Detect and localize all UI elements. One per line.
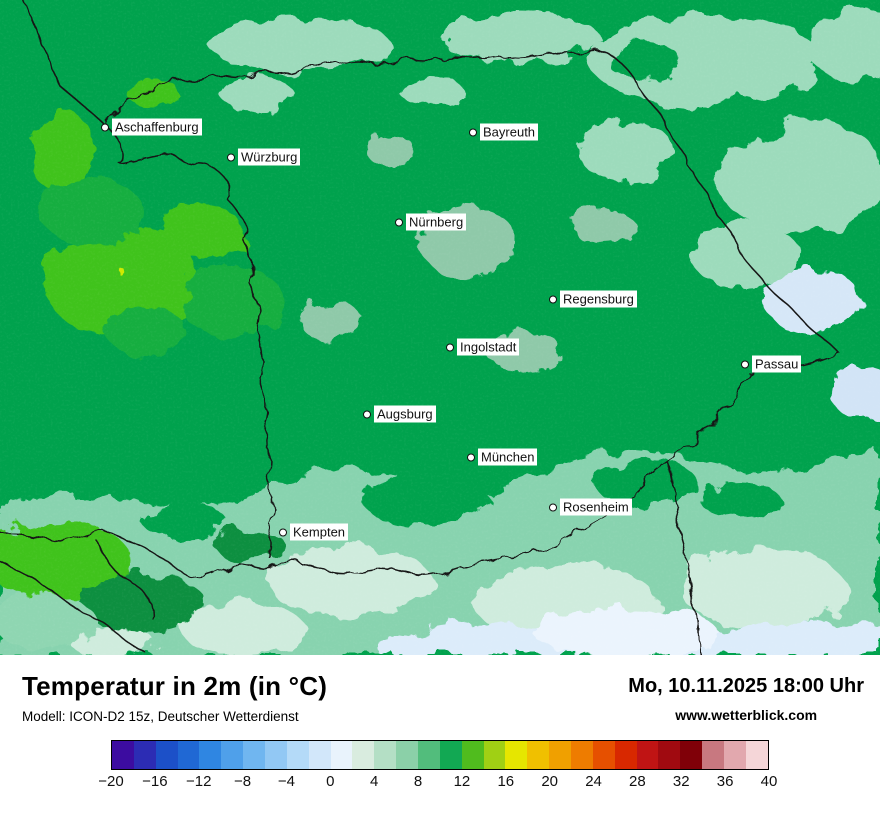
city-marker: Bayreuth	[469, 123, 539, 141]
legend-segment	[330, 741, 353, 769]
legend-tick-label: 12	[453, 773, 471, 790]
legend-segment	[483, 741, 506, 769]
city-dot-icon	[549, 295, 557, 303]
legend-tick-label: −16	[142, 773, 168, 790]
legend-segment	[396, 741, 419, 769]
city-dot-icon	[227, 153, 235, 161]
map-svg	[0, 0, 880, 655]
website-url: www.wetterblick.com	[675, 707, 818, 723]
legend-tick-label: 40	[760, 773, 778, 790]
legend-tick-label: 8	[413, 773, 423, 790]
legend-tick-label: 0	[326, 773, 335, 790]
legend-segment	[352, 741, 375, 769]
legend-segment	[702, 741, 725, 769]
legend-segment	[571, 741, 593, 769]
legend-segment	[439, 741, 462, 769]
legend-segment	[680, 741, 703, 769]
city-marker: Würzburg	[227, 148, 301, 166]
legend-segment	[636, 741, 659, 769]
legend-segment	[286, 741, 309, 769]
model-info: Modell: ICON-D2 15z, Deutscher Wetterdie…	[22, 709, 299, 724]
footer-left: Temperatur in 2m (in °C) Modell: ICON-D2…	[22, 671, 327, 724]
legend-segment	[614, 741, 637, 769]
page-title: Temperatur in 2m (in °C)	[22, 671, 328, 701]
temperature-legend: −20 −16 −12 −8 −4 0 4 8 12 16 20 24 28 32 36 40	[98, 740, 777, 795]
city-label: Kempten	[290, 523, 349, 541]
legend-tick-label: 16	[497, 773, 515, 790]
legend-tick-label: 28	[629, 773, 646, 790]
footer-right: Mo, 10.11.2025 18:00 Uhr www.wetterblick…	[628, 671, 864, 723]
legend-ticks: −20 −16 −12 −8 −4 0 4 8 12 16 20 24 28 32 36 40	[98, 773, 777, 795]
legend-segment	[177, 741, 200, 769]
city-label: Regensburg	[560, 290, 637, 308]
city-label: Passau	[752, 355, 802, 373]
city-dot-icon	[446, 343, 454, 351]
temperature-map: Aschaffenburg Würzburg Bayreuth Nürnberg Reg…	[0, 0, 880, 655]
city-label: München	[478, 448, 538, 466]
legend-segment	[658, 741, 681, 769]
city-layer: Aschaffenburg Würzburg Bayreuth Nürnberg Reg…	[101, 118, 802, 541]
city-dot-icon	[101, 123, 109, 131]
legend-tick-label: 24	[585, 773, 602, 790]
city-dot-icon	[741, 360, 749, 368]
legend-tick-label: −12	[185, 773, 212, 790]
legend-segment	[461, 741, 484, 769]
city-label: Rosenheim	[560, 498, 632, 516]
valid-datetime: Mo, 10.11.2025 18:00 Uhr	[628, 675, 864, 697]
legend-segment	[112, 741, 134, 769]
city-marker: München	[467, 448, 538, 466]
city-label: Ingolstadt	[457, 338, 520, 356]
legend-tick-label: 20	[541, 773, 558, 790]
city-marker: Ingolstadt	[446, 338, 520, 356]
legend-segment	[745, 741, 768, 769]
legend-segment	[243, 741, 266, 769]
legend-tick-label: −8	[234, 773, 252, 790]
city-dot-icon	[549, 503, 557, 511]
legend-tick-label: −4	[277, 773, 296, 790]
city-label: Nürnberg	[406, 213, 467, 231]
map-noise-texture	[0, 0, 880, 655]
border-lines	[0, 0, 839, 655]
legend-segment	[527, 741, 550, 769]
city-label: Bayreuth	[480, 123, 539, 141]
legend-segment	[265, 741, 287, 769]
city-label: Aschaffenburg	[112, 118, 202, 136]
city-label: Würzburg	[238, 148, 301, 166]
legend-tick-label: −20	[98, 773, 124, 790]
legend-segment	[592, 741, 615, 769]
map-footer: Temperatur in 2m (in °C) Modell: ICON-D2…	[0, 655, 880, 724]
legend-segment	[418, 741, 440, 769]
city-dot-icon	[279, 528, 287, 536]
legend-tick-label: 4	[370, 773, 379, 790]
legend-segment	[505, 741, 528, 769]
legend-segment	[199, 741, 222, 769]
city-dot-icon	[395, 218, 403, 226]
city-marker: Aschaffenburg	[101, 118, 202, 136]
legend-tick-label: 32	[672, 773, 690, 790]
city-marker: Regensburg	[549, 290, 637, 308]
city-marker: Rosenheim	[549, 498, 632, 516]
city-dot-icon	[467, 453, 475, 461]
legend-segment	[155, 741, 178, 769]
legend-segment	[374, 741, 397, 769]
legend-segment	[549, 741, 572, 769]
city-marker: Passau	[741, 355, 802, 373]
city-marker: Augsburg	[363, 405, 436, 423]
legend-segment	[133, 741, 156, 769]
city-marker: Nürnberg	[395, 213, 467, 231]
city-marker: Kempten	[279, 523, 349, 541]
legend-bar	[111, 740, 769, 770]
legend-segment	[724, 741, 746, 769]
city-dot-icon	[363, 410, 371, 418]
city-dot-icon	[469, 128, 477, 136]
legend-tick-label: 36	[716, 773, 734, 790]
legend-segment	[221, 741, 244, 769]
legend-segment	[308, 741, 331, 769]
city-label: Augsburg	[374, 405, 436, 423]
